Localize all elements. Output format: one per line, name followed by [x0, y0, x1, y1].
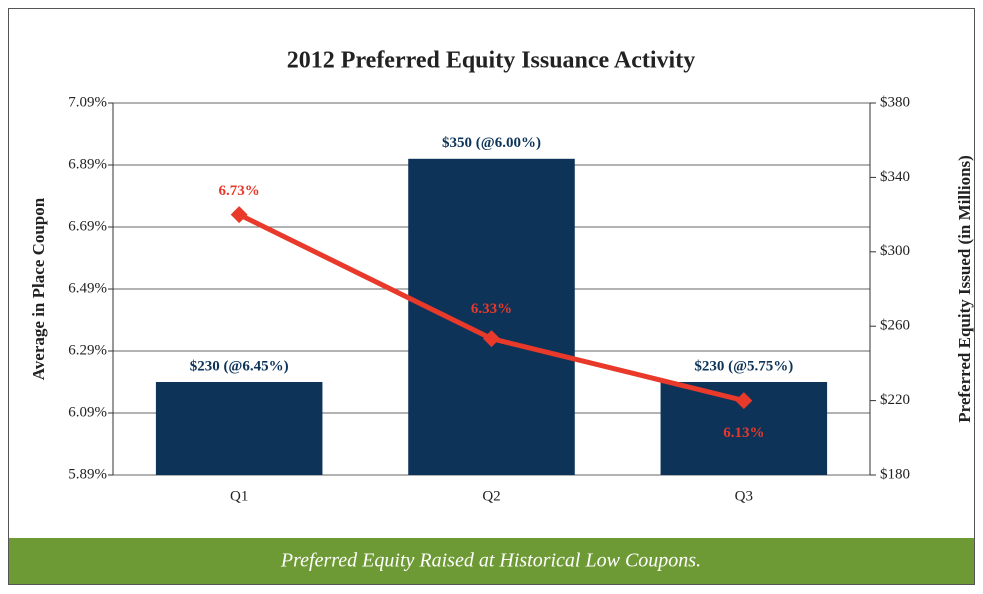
line-marker [735, 392, 753, 410]
y-tick-label: 6.29% [68, 342, 107, 358]
y2-tick-label: $180 [880, 466, 910, 482]
y-tick-label: 5.89% [68, 466, 107, 482]
line-marker [230, 206, 248, 224]
y-tick-label: 7.09% [68, 94, 107, 110]
x-tick-label: Q1 [230, 488, 248, 504]
y-tick-label: 6.89% [68, 156, 107, 172]
x-tick-label: Q2 [482, 488, 500, 504]
y2-tick-label: $340 [880, 169, 910, 185]
line-value-label: 6.73% [219, 183, 260, 199]
line-marker [483, 330, 500, 348]
caption: Preferred Equity Raised at Historical Lo… [280, 550, 701, 572]
bar [408, 158, 575, 476]
y-tick-label: 6.69% [68, 218, 107, 234]
y-tick-label: 6.49% [68, 280, 107, 296]
y2-axis-label: Preferred Equity Issued (in Millions) [955, 155, 974, 423]
bar-value-label: $350 (@6.00%) [442, 135, 541, 151]
y-axis-label: Average in Place Coupon [29, 197, 48, 380]
y2-tick-label: $220 [880, 392, 910, 408]
chart-title: 2012 Preferred Equity Issuance Activity [287, 48, 695, 74]
frame [8, 8, 975, 585]
bar-value-label: $230 (@6.45%) [190, 358, 289, 374]
y2-tick-label: $260 [880, 318, 910, 334]
y2-tick-label: $380 [880, 94, 910, 110]
line-value-label: 6.13% [723, 425, 764, 441]
bar [155, 382, 323, 475]
y-tick-label: 6.09% [68, 404, 107, 420]
caption-band [9, 538, 974, 584]
bar-value-label: $230 (@5.75%) [694, 358, 793, 374]
x-tick-label: Q3 [735, 488, 753, 504]
y2-tick-label: $300 [880, 243, 910, 259]
line-value-label: 6.33% [471, 301, 512, 317]
